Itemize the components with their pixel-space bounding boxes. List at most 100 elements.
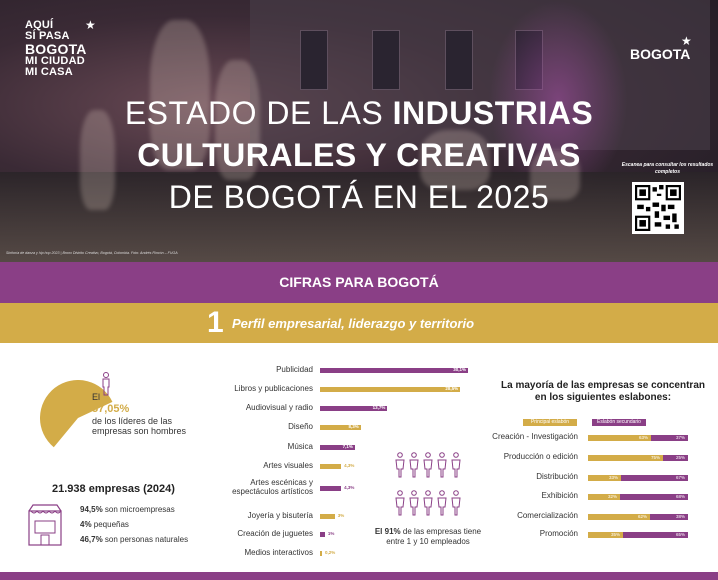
person-icon	[423, 490, 433, 516]
person-icon	[451, 452, 461, 478]
star-icon: ★	[681, 34, 692, 48]
link-bar-secondary: 25%	[663, 455, 688, 461]
bar: 8,3%	[320, 424, 361, 430]
companies-line: 4% pequeñas	[80, 520, 129, 529]
slogan-line: SÍ PASA	[25, 30, 70, 42]
person-icon	[395, 490, 405, 516]
link-primary-value: 35%	[610, 532, 620, 537]
bar: 28,5%	[320, 386, 461, 392]
people-icons-row	[395, 452, 465, 483]
person-icon	[409, 490, 419, 516]
star-icon: ★	[85, 18, 96, 32]
bar-value-label: 4,3%	[344, 463, 355, 468]
qr-caption: Escanea para consultar los resultados co…	[621, 162, 714, 175]
employees-note-bold: El 91%	[374, 527, 401, 536]
window	[300, 30, 328, 90]
link-bar-primary: 35%	[588, 532, 623, 538]
link-bar-secondary: 37%	[651, 435, 688, 441]
bar	[320, 514, 335, 519]
section-title: Perfil empresarial, liderazgo y territor…	[232, 316, 475, 331]
leaders-prefix: El	[92, 392, 101, 402]
slogan-line: MI CASA	[25, 66, 73, 78]
title-bold: CULTURALES Y CREATIVAS	[137, 137, 581, 173]
slogan-line: AQUÍ	[25, 19, 54, 31]
bar: 30,1%	[320, 367, 468, 373]
bar	[320, 551, 322, 556]
window	[372, 30, 400, 90]
bar-label: Medios interactivos	[244, 548, 313, 557]
title-light: ESTADO DE LAS	[124, 95, 393, 131]
bar-label: Publicidad	[276, 365, 313, 374]
pie-slice-men	[40, 380, 113, 448]
link-secondary-value: 67%	[675, 475, 685, 480]
bar	[320, 532, 325, 537]
leaders-pie-chart	[40, 380, 113, 448]
bar	[320, 486, 342, 491]
bar: 7,1%	[320, 444, 355, 450]
dancer-figure	[215, 60, 260, 180]
bar-label: Creación de juguetes	[237, 529, 313, 538]
link-bar-secondary: 67%	[621, 475, 688, 481]
section-number: 1	[207, 306, 224, 339]
bar-label: Artes escénicas y espectáculos artístico…	[232, 478, 313, 496]
title-bold: INDUSTRIAS	[392, 95, 594, 131]
link-label: Producción o edición	[503, 452, 578, 461]
bar-value-label: 3%	[337, 513, 345, 518]
dancer-figure	[420, 130, 490, 190]
slogan-line: MI CIUDAD	[25, 55, 85, 67]
bar-value-label: 13,7%	[372, 405, 386, 410]
employees-note: El 91% de las empresas tiene entre 1 y 1…	[372, 527, 484, 547]
bogota-logo: BOGOTA	[630, 46, 691, 62]
link-bar-primary: 62%	[588, 514, 650, 520]
bar-value-label: 28,5%	[445, 386, 459, 391]
qr-code[interactable]	[632, 182, 684, 234]
bar-value-label: 30,1%	[453, 367, 466, 372]
city-slogan-logo: AQUÍ SÍ PASA BOGOTA MI CIUDAD MI CASA	[25, 20, 87, 78]
companies-text: son personas naturales	[102, 535, 189, 544]
link-bar-primary: 63%	[588, 435, 651, 441]
person-icon	[451, 490, 461, 516]
bar: 13,7%	[320, 405, 388, 411]
section-band-title: CIFRAS PARA BOGOTÁ	[279, 274, 439, 290]
link-bar-secondary: 65%	[623, 532, 688, 538]
person-icon	[409, 452, 419, 478]
link-label: Distribución	[536, 472, 578, 481]
bar-label: Libros y publicaciones	[234, 384, 313, 393]
person-icon	[395, 452, 405, 478]
hero-photo	[0, 0, 718, 262]
links-title: La mayoría de las empresas se concentran…	[501, 380, 705, 403]
link-bar-primary: 75%	[588, 455, 663, 461]
dancer-figure	[530, 150, 580, 200]
bar-label: Música	[287, 442, 313, 451]
bar-value-label: 4,3%	[344, 485, 355, 490]
link-bar: 62% 38%	[588, 514, 688, 520]
companies-line: 94,5% son microempresas	[80, 505, 175, 514]
dancer-figure	[80, 110, 115, 210]
link-secondary-value: 37%	[675, 435, 685, 440]
person-icon	[437, 490, 447, 516]
bar	[320, 464, 342, 469]
stage-light	[488, 0, 628, 200]
link-bar-primary: 33%	[588, 475, 621, 481]
legend-secondary: Eslabón secundario	[592, 419, 646, 426]
link-label: Promoción	[539, 529, 578, 538]
page-title: ESTADO DE LAS INDUSTRIAS CULTURALES Y CR…	[0, 92, 718, 218]
plaza-floor	[0, 172, 718, 262]
companies-title: 21.938 empresas (2024)	[52, 483, 175, 495]
link-bar-secondary: 38%	[650, 514, 688, 520]
leaders-text: de los líderes de las empresas son hombr…	[92, 416, 187, 436]
bar-value-label: 7,1%	[342, 444, 353, 449]
bottom-divider	[0, 572, 718, 580]
person-icon	[102, 372, 110, 396]
person-icon	[423, 452, 433, 478]
link-bar: 63% 37%	[588, 435, 688, 441]
link-primary-value: 32%	[607, 494, 617, 499]
section-band: CIFRAS PARA BOGOTÁ	[0, 262, 718, 303]
photo-credit: Sinfonía de danza y hip hop 2023 | Bronx…	[6, 251, 178, 255]
link-secondary-value: 65%	[675, 532, 685, 537]
link-label: Exhibición	[541, 491, 578, 500]
bar-value-label: 8,3%	[348, 424, 359, 429]
employees-note-text: de las empresas tiene entre 1 y 10 emple…	[386, 527, 482, 546]
section-header: 1 Perfil empresarial, liderazgo y territ…	[0, 303, 718, 343]
dancer-figure	[150, 20, 210, 170]
